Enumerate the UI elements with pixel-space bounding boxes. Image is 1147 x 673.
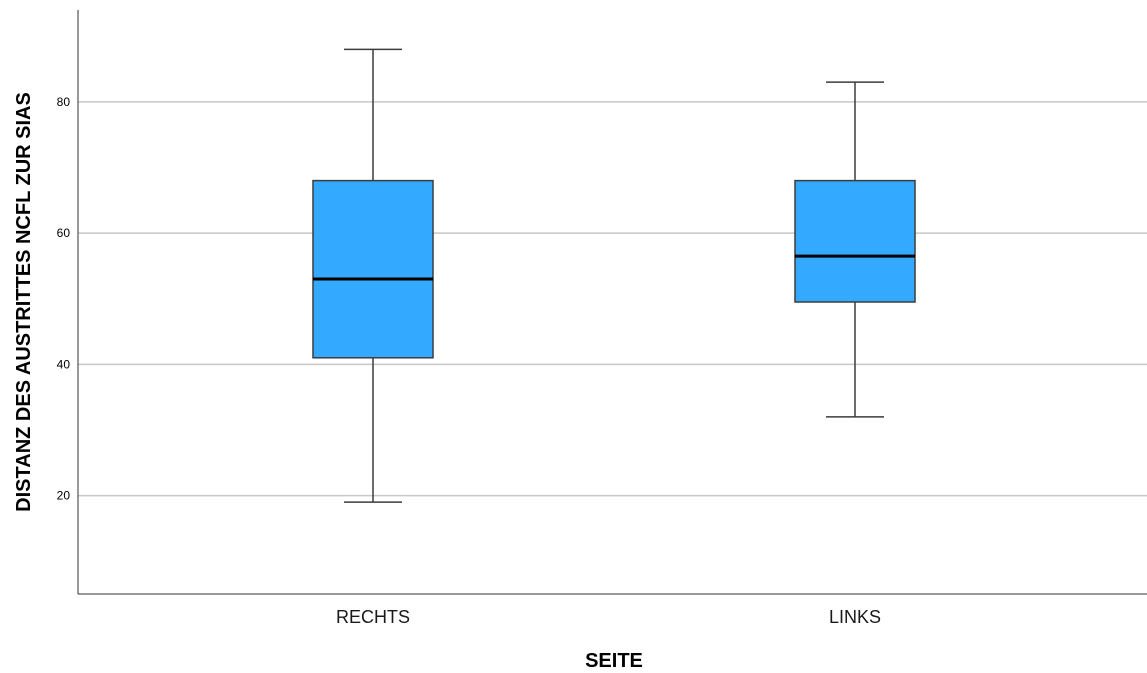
boxes (312, 48, 916, 503)
iqr-box-rechts (312, 179, 434, 359)
box-links (794, 81, 916, 418)
category-label-rechts: RECHTS (336, 607, 410, 627)
grid-lines (78, 101, 1147, 497)
y-tick-label-80: 80 (57, 95, 71, 109)
axes (77, 10, 1147, 595)
iqr-box-links (794, 179, 916, 303)
x-axis-title: SEITE (585, 650, 643, 672)
y-tick-label-20: 20 (57, 489, 71, 503)
y-tick-label-60: 60 (57, 226, 71, 240)
y-tick-labels: 20 40 60 80 (57, 95, 71, 503)
y-tick-label-40: 40 (57, 357, 71, 371)
box-rechts (312, 48, 434, 503)
y-axis-title: DISTANZ DES AUSTRITTES NCFL ZUR SIAS (13, 92, 35, 512)
category-label-links: LINKS (829, 607, 881, 627)
category-labels: RECHTS LINKS (336, 607, 881, 627)
